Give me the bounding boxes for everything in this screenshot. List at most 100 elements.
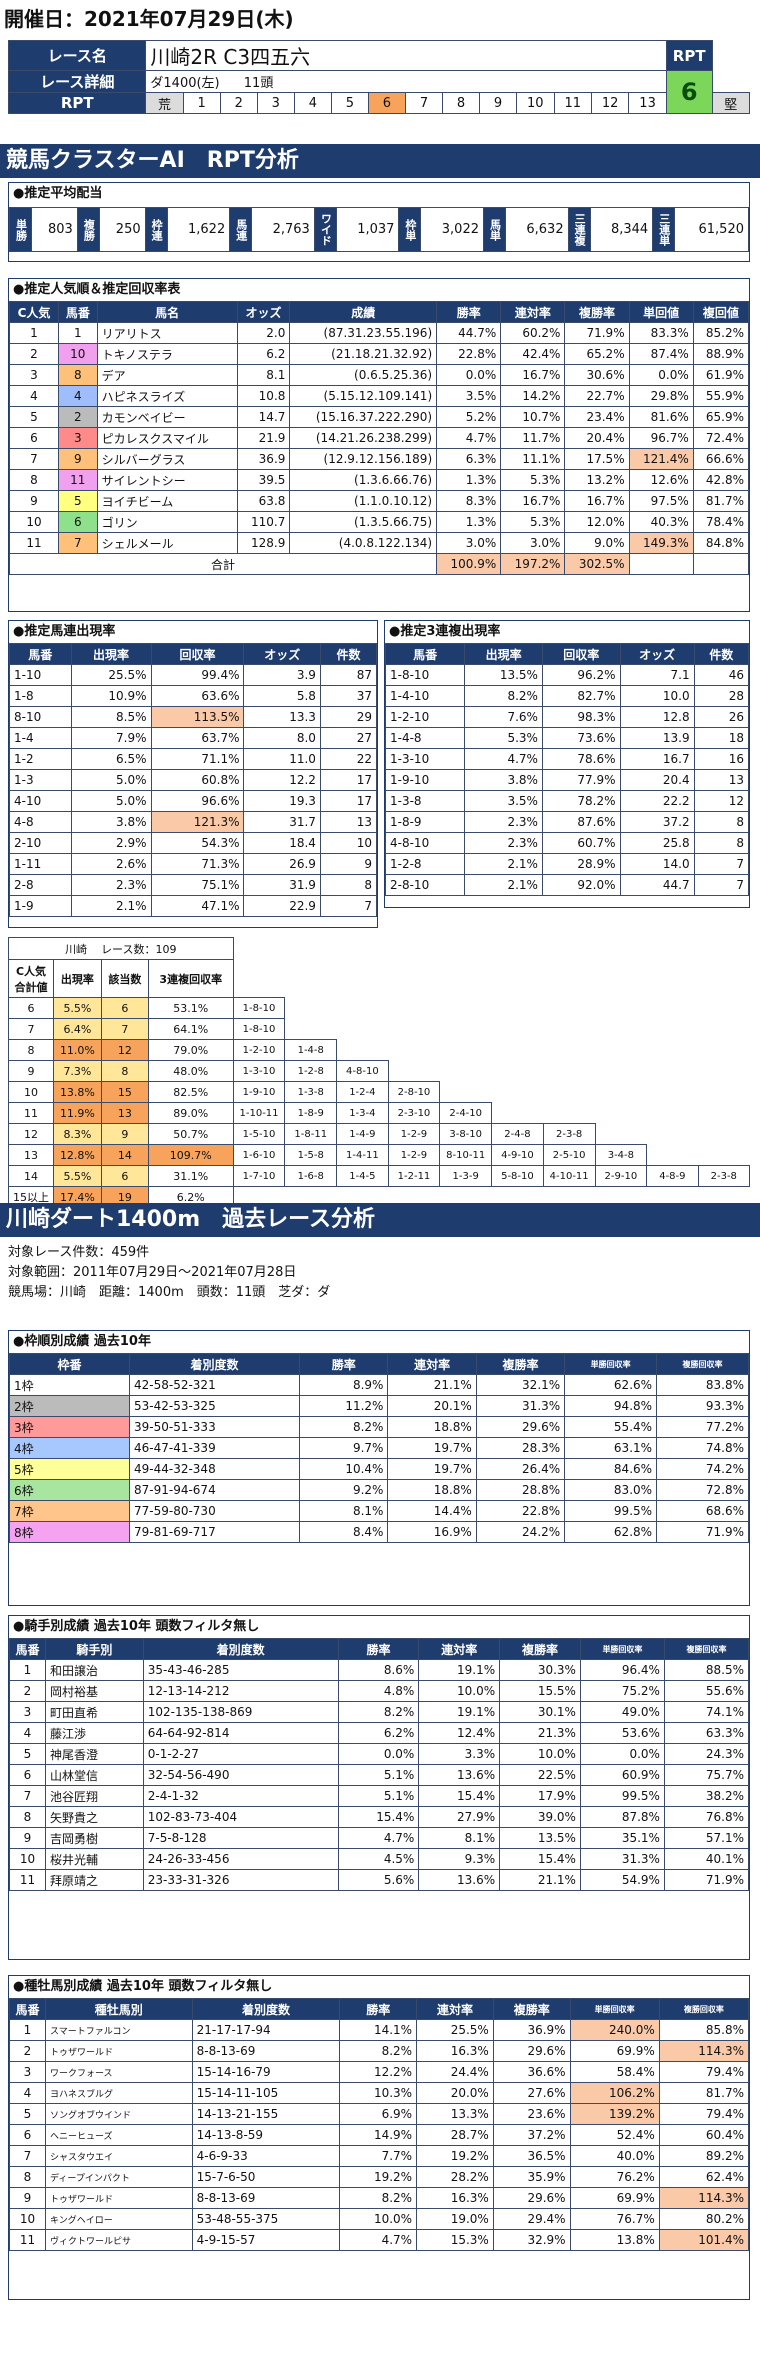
pop-row: 10 6 ゴリン 110.7 (1.3.5.66.75) 1.3% 5.3% 12.0% 40.…: [9, 511, 750, 533]
matrix-combo: 1-4-8: [284, 1039, 338, 1061]
matrix-row: 12 8.3% 9 50.7% 1-5-10 1-8-11 1-4-9 1-2-9 3-8-10…: [8, 1123, 750, 1145]
payout-kind: 単勝: [9, 207, 32, 252]
matrix-place: 川崎: [65, 942, 88, 956]
waku-cell: 20.1%: [387, 1395, 477, 1417]
sire-header: 馬番: [9, 1998, 46, 2020]
pop-cell: 66.6%: [692, 448, 750, 470]
matrix-rate: 12.8%: [53, 1144, 102, 1166]
payout-value: 1,622: [166, 207, 231, 252]
jockey-cell: 64-64-92-814: [142, 1722, 339, 1744]
pop-cell: 65.2%: [564, 343, 630, 365]
umaren-cell: 99.4%: [150, 664, 245, 686]
pop-cell: 3.5%: [436, 385, 502, 407]
umaren-cell: 10.9%: [70, 685, 152, 707]
sire-cell: 36.6%: [492, 2061, 571, 2083]
matrix-combo: 1-2-11: [387, 1165, 441, 1187]
sire-cell: 29.6%: [492, 2040, 571, 2062]
sire-cell: シャスタウエイ: [45, 2145, 193, 2167]
pop-cell: 65.9%: [692, 406, 750, 428]
pop-total: 302.5%: [564, 553, 630, 575]
sanren-cell: 78.6%: [541, 748, 621, 770]
jockey-cell: 24-26-33-456: [142, 1848, 339, 1870]
sanren-cell: 16: [693, 748, 750, 770]
matrix-combo: 4-8-9: [646, 1165, 699, 1187]
pop-cell: 6: [57, 511, 98, 533]
pop-cell: 42.8%: [692, 469, 750, 491]
matrix-row: 15以上 17.4% 19 6.2%: [8, 1186, 750, 1208]
waku-cell: 31.3%: [475, 1395, 566, 1417]
sanren-cell: 5.3%: [464, 727, 543, 749]
pop-cell: カモンベイビー: [96, 406, 238, 428]
payout-kind: 枠単: [398, 207, 422, 252]
jockey-cell: 4.5%: [337, 1848, 420, 1870]
waku-header: 複勝回収率: [656, 1353, 749, 1375]
sire-cell: 14-13-8-59: [191, 2124, 341, 2146]
sire-cell: 20.0%: [416, 2082, 494, 2104]
pop-cell: 12.6%: [628, 469, 694, 491]
jockey-header: 馬番: [9, 1638, 46, 1660]
jockey-cell: 岡村裕基: [45, 1680, 144, 1702]
pop-cell: ゴリン: [96, 511, 238, 533]
sire-cell: 52.4%: [569, 2124, 660, 2146]
matrix-combo: 1-5-10: [232, 1123, 286, 1145]
waku-cell: 83.8%: [656, 1374, 749, 1396]
matrix-row: 11 11.9% 13 89.0% 1-10-11 1-8-9 1-3-4 2-3-10 2-4…: [8, 1102, 750, 1124]
waku-cell: 46-47-41-339: [128, 1437, 301, 1459]
jockey-cell: 2-4-1-32: [142, 1785, 339, 1807]
umaren-cell: 31.9: [243, 874, 321, 896]
sanren-cell: 1-9-10: [384, 769, 466, 791]
waku-header: 着別度数: [128, 1353, 301, 1375]
pop-cell: 5.3%: [500, 511, 566, 533]
waku-cell: 2枠: [9, 1395, 130, 1417]
sire-cell: 19.2%: [416, 2145, 494, 2167]
race-date: 開催日：2021年07月29日(木): [4, 7, 294, 31]
pop-header: 馬名: [96, 301, 238, 323]
pop-cell: (0.6.5.25.36): [289, 364, 438, 386]
umaren-header: 件数: [319, 643, 378, 665]
pop-cell: 8: [57, 364, 98, 386]
jockey-row: 4 藤江渉 64-64-92-814 6.2% 12.4% 21.3% 53.6% 63.3%: [9, 1722, 750, 1744]
waku-cell: 99.5%: [564, 1500, 658, 1522]
jockey-cell: 町田直希: [45, 1701, 144, 1723]
sire-cell: 3: [9, 2061, 46, 2083]
jockey-cell: 53.6%: [579, 1722, 665, 1744]
waku-cell: 74.8%: [656, 1437, 749, 1459]
umaren-cell: 17: [319, 769, 378, 791]
jockey-cell: 35.1%: [579, 1827, 665, 1849]
waku-header: 複勝率: [475, 1353, 566, 1375]
umaren-cell: 27: [319, 727, 378, 749]
waku-cell: 24.2%: [475, 1521, 566, 1543]
matrix-box: 川崎 レース数：109 C人気合計値 出現率 該当数 3連複回収率 6 5.5% 6 53.1% 1…: [8, 937, 751, 1208]
sire-cell: 32.9%: [492, 2229, 571, 2251]
matrix-row: 13 12.8% 14 109.7% 1-6-10 1-5-8 1-4-11 1-2-9 8-1…: [8, 1144, 750, 1166]
sanren-cell: 8: [693, 811, 750, 833]
sanren-cell: 1-3-8: [384, 790, 466, 812]
pop-cell: 1.3%: [436, 511, 502, 533]
jockey-cell: 和田譲治: [45, 1659, 144, 1681]
waku-cell: 10.4%: [299, 1458, 389, 1480]
sire-cell: 36.5%: [492, 2145, 571, 2167]
umaren-cell: 8.5%: [70, 706, 152, 728]
waku-cell: 18.8%: [387, 1479, 477, 1501]
umaren-cell: 11.0: [243, 748, 321, 770]
jockey-cell: 75.7%: [663, 1764, 750, 1786]
jockey-cell: 27.9%: [418, 1806, 501, 1828]
pop-row: 8 11 サイレントシー 39.5 (1.3.6.66.76) 1.3% 5.3% 13.2%…: [9, 469, 750, 491]
sire-cell: 19.0%: [416, 2208, 494, 2230]
pop-row: 4 4 ハピネスライズ 10.8 (5.15.12.109.141) 3.5% 14.2% 2…: [9, 385, 750, 407]
waku-cell: 28.3%: [475, 1437, 566, 1459]
pop-cell: 11: [57, 469, 98, 491]
sanren-cell: 78.2%: [541, 790, 621, 812]
pop-cell: 81.6%: [628, 406, 694, 428]
matrix-key: 9: [8, 1060, 54, 1082]
jockey-cell: 4.7%: [337, 1827, 420, 1849]
pop-cell: ハピネスライズ: [96, 385, 238, 407]
sanren-cell: 96.2%: [541, 664, 621, 686]
umaren-cell: 18.4: [243, 832, 321, 854]
rpt-cell: 6: [367, 92, 406, 114]
sire-cell: 15-14-11-105: [191, 2082, 341, 2104]
umaren-title: ●推定馬連出現率: [13, 624, 116, 639]
pop-cell: (4.0.8.122.134): [289, 532, 438, 554]
sire-cell: 5: [9, 2103, 46, 2125]
sire-cell: 4: [9, 2082, 46, 2104]
